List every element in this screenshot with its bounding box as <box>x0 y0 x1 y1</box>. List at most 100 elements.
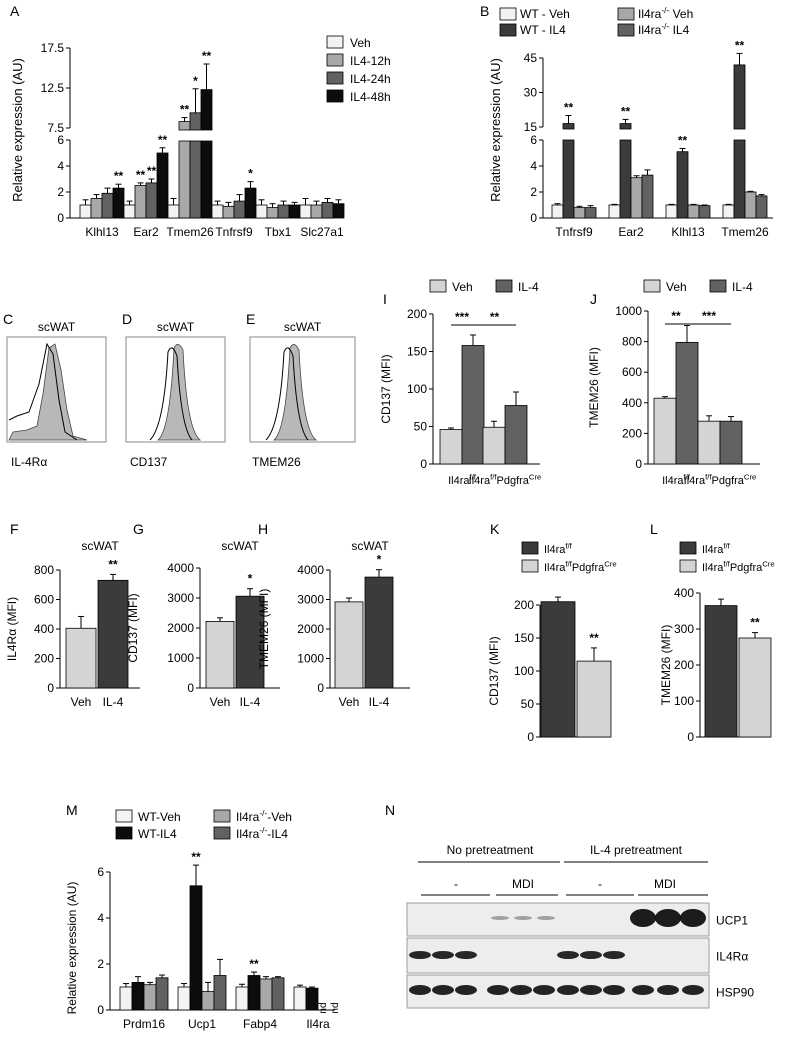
panel-I-tick-label: 50 <box>414 420 428 434</box>
panel-M-tick-label: 6 <box>97 865 104 879</box>
blot-band-ucp1 <box>655 909 681 927</box>
panel-M-legend-swatch <box>115 809 133 823</box>
panel-A-bar-upper <box>200 89 213 131</box>
panel-I-bar <box>482 426 506 465</box>
panel-J-bar <box>697 420 721 465</box>
blot-band-hsp90 <box>487 985 509 995</box>
panel-A-bar <box>233 200 246 219</box>
panel-M-bar <box>213 975 227 1011</box>
panel-J-label: J <box>590 291 597 307</box>
panel-B-bar <box>551 204 564 219</box>
panel-A-ylabel: Relative expression (AU) <box>10 58 25 202</box>
panel-J-tick-label: 0 <box>635 457 642 471</box>
blot-row-label: IL4Rα <box>716 950 748 964</box>
panel-C-histogram-control <box>8 342 78 441</box>
panel-J-significance: ** <box>671 309 681 323</box>
panel-L-bar <box>704 605 738 738</box>
panel-G-category-label: IL-4 <box>240 695 261 709</box>
panel-G-significance: * <box>248 572 253 586</box>
panel-G-tick-label: 3000 <box>167 591 194 605</box>
panel-A-bar <box>145 182 158 219</box>
panel-M-bar <box>177 986 191 1011</box>
panel-I-bar <box>461 345 485 465</box>
panel-B-category-label: Ear2 <box>618 225 644 239</box>
panel-A-bar <box>90 198 103 219</box>
panel-I-legend-label: IL-4 <box>518 280 539 294</box>
panel-L-tick-label: 100 <box>674 694 694 708</box>
panel-M-nd-label: nd <box>318 1002 329 1013</box>
panel-D-marker: CD137 <box>130 455 168 469</box>
panel-M-nd-label: nd <box>330 1002 341 1013</box>
panel-F-category-label: Veh <box>71 695 92 709</box>
panel-F-category-label: IL-4 <box>103 695 124 709</box>
blot-band-hsp90 <box>533 985 555 995</box>
panel-B-significance: ** <box>678 133 688 147</box>
panel-M-bar <box>155 977 169 1011</box>
panel-B-bar <box>641 174 654 219</box>
panel-A-bar <box>299 204 312 219</box>
panel-B-bar <box>744 191 757 219</box>
blot-band-hsp90 <box>455 985 477 995</box>
panel-B-tick-label: 0 <box>530 211 537 225</box>
panel-N-label: N <box>385 802 395 818</box>
panel-B-legend-swatch <box>499 23 517 37</box>
blot-band-hsp90 <box>510 985 532 995</box>
panel-L-tick-label: 400 <box>674 586 694 600</box>
panel-M-ylabel: Relative expression (AU) <box>65 882 79 1015</box>
panel-I-tick-label: 200 <box>407 307 427 321</box>
panel-I-bar <box>504 405 528 465</box>
panel-I-legend-swatch <box>495 279 513 293</box>
panel-A-bar <box>156 152 169 219</box>
panel-I-legend-label: Veh <box>452 280 473 294</box>
panel-B-legend-swatch <box>617 7 635 21</box>
panel-B-tick-label: 4 <box>530 159 537 173</box>
blot-header-il4-pretreatment: IL-4 pretreatment <box>590 843 683 857</box>
panel-A-category-label: Tbx1 <box>265 225 292 239</box>
panel-B-bar <box>630 177 643 219</box>
panel-I-significance: ** <box>490 310 500 324</box>
blot-band-il4ra <box>557 951 579 959</box>
panel-J-tick-label: 1000 <box>615 304 642 318</box>
panel-L-bar <box>738 637 772 738</box>
panel-M-legend-label: Il4ra-/--Veh <box>236 808 292 824</box>
panel-K-legend-label: Il4raf/f <box>544 542 573 556</box>
panel-A-bar <box>332 203 345 219</box>
panel-B-significance: ** <box>564 101 574 115</box>
panel-K-tick-label: 100 <box>514 664 534 678</box>
panel-A-bar <box>288 204 301 219</box>
blot-sub-mdi: MDI <box>654 877 676 891</box>
panel-A-bar <box>112 187 125 219</box>
panel-A-significance: ** <box>180 103 190 117</box>
panel-G-ylabel: CD137 (MFI) <box>126 593 140 662</box>
blot-band-il4ra <box>409 951 431 959</box>
panel-M-category-label: Il4ra <box>306 1017 330 1031</box>
panel-H-tick-label: 1000 <box>297 652 324 666</box>
panel-J-bar <box>675 341 699 465</box>
panel-G-bar <box>205 621 235 689</box>
panel-F-ylabel: IL4Rα (MFI) <box>5 597 19 661</box>
panel-M-tick-label: 0 <box>97 1003 104 1017</box>
panel-B-legend-label: Il4ra-/- IL4 <box>638 21 690 37</box>
panel-J-legend-label: IL-4 <box>732 280 753 294</box>
panel-A-category-label: Tnfrsf9 <box>215 225 253 239</box>
panel-H-ylabel: TMEM26 (MFI) <box>257 589 271 670</box>
panel-J-group-label: Il4raf/f <box>662 473 691 487</box>
panel-H-bar <box>364 576 394 689</box>
panel-B-bar-upper <box>619 123 632 130</box>
panel-A-bar <box>189 140 202 219</box>
panel-B-bar <box>562 139 575 219</box>
blot-band-hsp90 <box>432 985 454 995</box>
panel-J-tick-label: 400 <box>622 396 642 410</box>
panel-K-tick-label: 200 <box>514 598 534 612</box>
blot-band-ucp1 <box>491 916 509 920</box>
blot-band-hsp90 <box>557 985 579 995</box>
panel-A-bar <box>200 140 213 219</box>
panel-B-ylabel: Relative expression (AU) <box>488 58 503 202</box>
panel-L-legend-swatch <box>679 541 697 555</box>
panel-M-tick-label: 2 <box>97 957 104 971</box>
panel-E-title: scWAT <box>284 320 322 334</box>
panel-I-ylabel: CD137 (MFI) <box>379 354 393 423</box>
panel-A-significance: ** <box>114 169 124 183</box>
panel-D-label: D <box>122 311 132 327</box>
panel-I-legend-swatch <box>429 279 447 293</box>
